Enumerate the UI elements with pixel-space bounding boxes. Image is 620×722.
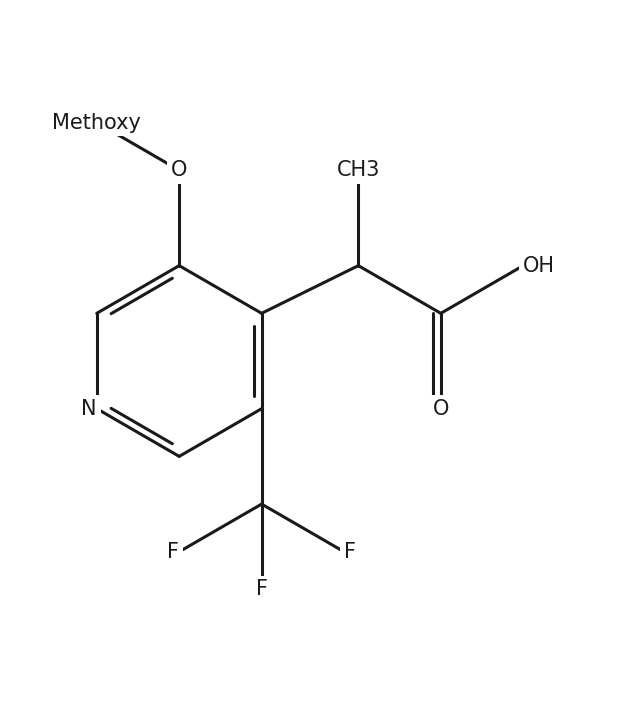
Text: OH: OH: [523, 256, 556, 276]
Text: F: F: [167, 542, 179, 562]
Text: Methoxy: Methoxy: [52, 113, 141, 133]
Text: F: F: [255, 580, 268, 599]
Text: N: N: [81, 399, 97, 419]
Text: O: O: [171, 160, 187, 180]
Text: F: F: [344, 542, 356, 562]
Text: O: O: [433, 399, 449, 419]
Text: CH3: CH3: [337, 160, 380, 180]
